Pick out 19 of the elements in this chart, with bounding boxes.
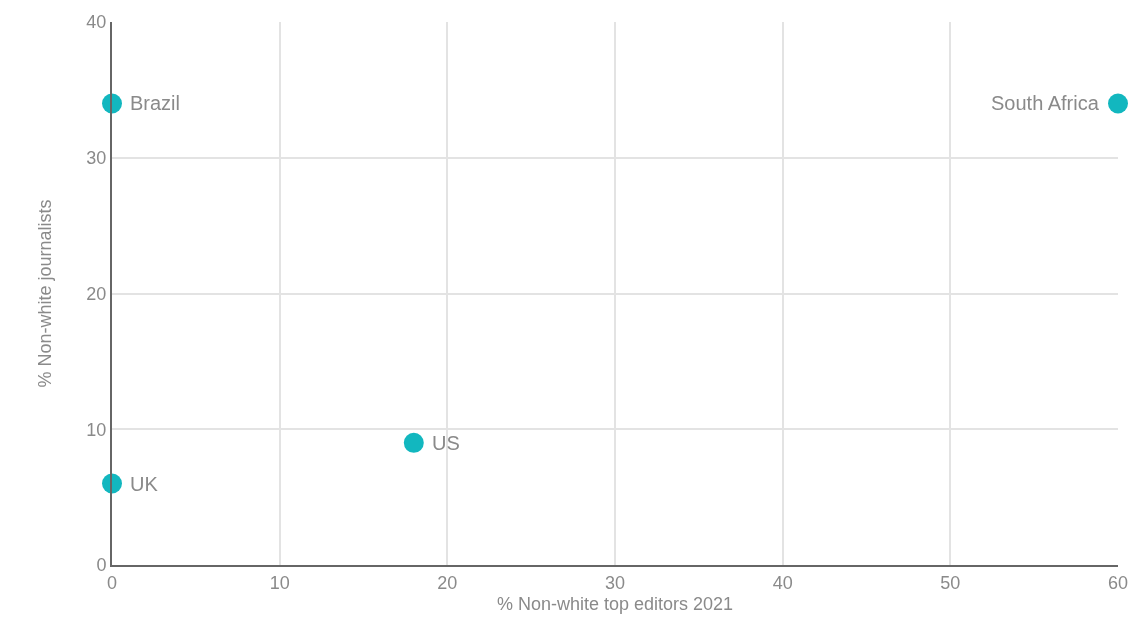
x-tick-label: 20 [437, 572, 458, 593]
annotation: South Africa [991, 92, 1100, 114]
y-tick-label: 30 [86, 148, 107, 169]
x-tick-label: 60 [1107, 572, 1129, 593]
annotation: UK [130, 473, 159, 495]
y-tick-label: 20 [86, 283, 107, 304]
x-tick-label: 30 [604, 572, 626, 593]
y-tick-label: 40 [86, 12, 107, 33]
x-tick-label: 40 [772, 572, 793, 593]
x-tick-label: 50 [940, 572, 961, 593]
annotation: US [432, 432, 460, 454]
y-axis-title: % Non-white journalists [35, 199, 56, 388]
x-tick-label: 10 [269, 572, 290, 593]
y-tick-label: 10 [86, 419, 107, 440]
point [403, 432, 424, 453]
annotation: Brazil [130, 92, 181, 114]
point [1108, 93, 1128, 114]
x-axis-title: % Non-white top editors 2021 [496, 594, 734, 615]
y-tick-label: 0 [96, 555, 107, 576]
